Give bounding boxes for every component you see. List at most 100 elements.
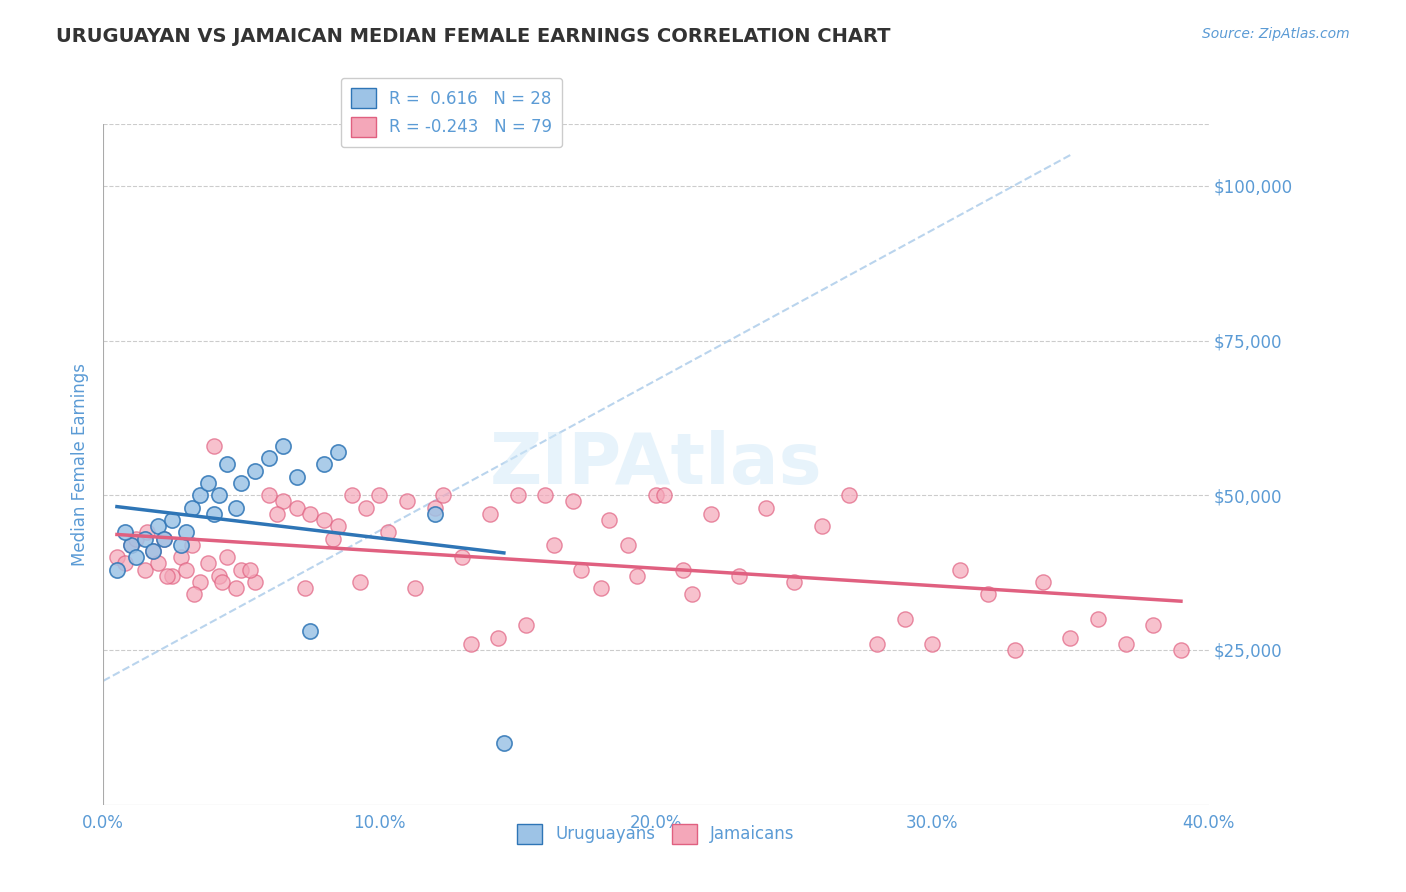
Point — [1004, 643, 1026, 657]
Point — [921, 637, 943, 651]
Point — [321, 532, 343, 546]
Point — [423, 500, 446, 515]
Point — [211, 574, 233, 589]
Point — [672, 563, 695, 577]
Point — [543, 538, 565, 552]
Y-axis label: Median Female Earnings: Median Female Earnings — [72, 363, 89, 566]
Point — [217, 458, 239, 472]
Point — [243, 574, 266, 589]
Point — [134, 532, 156, 546]
Point — [160, 513, 183, 527]
Point — [136, 525, 159, 540]
Point — [225, 500, 247, 515]
Point — [354, 500, 377, 515]
Point — [299, 624, 322, 639]
Point — [451, 550, 474, 565]
Point — [314, 458, 336, 472]
Point — [142, 544, 165, 558]
Point — [404, 581, 426, 595]
Point — [125, 550, 148, 565]
Point — [114, 557, 136, 571]
Point — [976, 587, 998, 601]
Point — [569, 563, 592, 577]
Point — [626, 568, 648, 582]
Point — [266, 507, 288, 521]
Point — [1170, 643, 1192, 657]
Point — [866, 637, 889, 651]
Point — [368, 488, 391, 502]
Point — [893, 612, 915, 626]
Point — [314, 513, 336, 527]
Point — [598, 513, 620, 527]
Point — [225, 581, 247, 595]
Point — [202, 507, 225, 521]
Point — [700, 507, 723, 521]
Point — [681, 587, 703, 601]
Point — [492, 736, 515, 750]
Point — [271, 494, 294, 508]
Point — [340, 488, 363, 502]
Point — [271, 439, 294, 453]
Text: ZIPAtlas: ZIPAtlas — [489, 430, 823, 499]
Point — [1115, 637, 1137, 651]
Point — [1032, 574, 1054, 589]
Point — [423, 507, 446, 521]
Point — [838, 488, 860, 502]
Point — [231, 475, 253, 490]
Point — [105, 550, 128, 565]
Point — [644, 488, 666, 502]
Point — [148, 519, 170, 533]
Point — [562, 494, 585, 508]
Point — [208, 488, 231, 502]
Point — [114, 525, 136, 540]
Point — [202, 439, 225, 453]
Point — [783, 574, 806, 589]
Point — [208, 568, 231, 582]
Point — [257, 451, 280, 466]
Text: Source: ZipAtlas.com: Source: ZipAtlas.com — [1202, 27, 1350, 41]
Point — [153, 532, 176, 546]
Point — [142, 544, 165, 558]
Point — [160, 568, 183, 582]
Point — [153, 532, 176, 546]
Point — [120, 538, 142, 552]
Point — [169, 538, 191, 552]
Point — [180, 500, 202, 515]
Point — [299, 507, 322, 521]
Point — [515, 618, 537, 632]
Point — [727, 568, 749, 582]
Point — [326, 445, 349, 459]
Point — [197, 475, 219, 490]
Point — [239, 563, 262, 577]
Point — [1142, 618, 1164, 632]
Point — [432, 488, 454, 502]
Point — [183, 587, 205, 601]
Point — [217, 550, 239, 565]
Point — [349, 574, 371, 589]
Point — [285, 500, 308, 515]
Point — [197, 557, 219, 571]
Point — [755, 500, 778, 515]
Point — [156, 568, 179, 582]
Text: URUGUAYAN VS JAMAICAN MEDIAN FEMALE EARNINGS CORRELATION CHART: URUGUAYAN VS JAMAICAN MEDIAN FEMALE EARN… — [56, 27, 891, 45]
Point — [180, 538, 202, 552]
Point — [486, 631, 509, 645]
Point — [125, 532, 148, 546]
Point — [810, 519, 832, 533]
Point — [174, 525, 197, 540]
Point — [1087, 612, 1109, 626]
Point — [460, 637, 482, 651]
Point — [285, 469, 308, 483]
Point — [396, 494, 419, 508]
Legend: R =  0.616   N = 28, R = -0.243   N = 79: R = 0.616 N = 28, R = -0.243 N = 79 — [340, 78, 562, 147]
Point — [257, 488, 280, 502]
Point — [326, 519, 349, 533]
Point — [377, 525, 399, 540]
Point — [188, 574, 211, 589]
Point — [174, 563, 197, 577]
Point — [169, 550, 191, 565]
Point — [506, 488, 529, 502]
Point — [617, 538, 640, 552]
Point — [188, 488, 211, 502]
Point — [243, 464, 266, 478]
